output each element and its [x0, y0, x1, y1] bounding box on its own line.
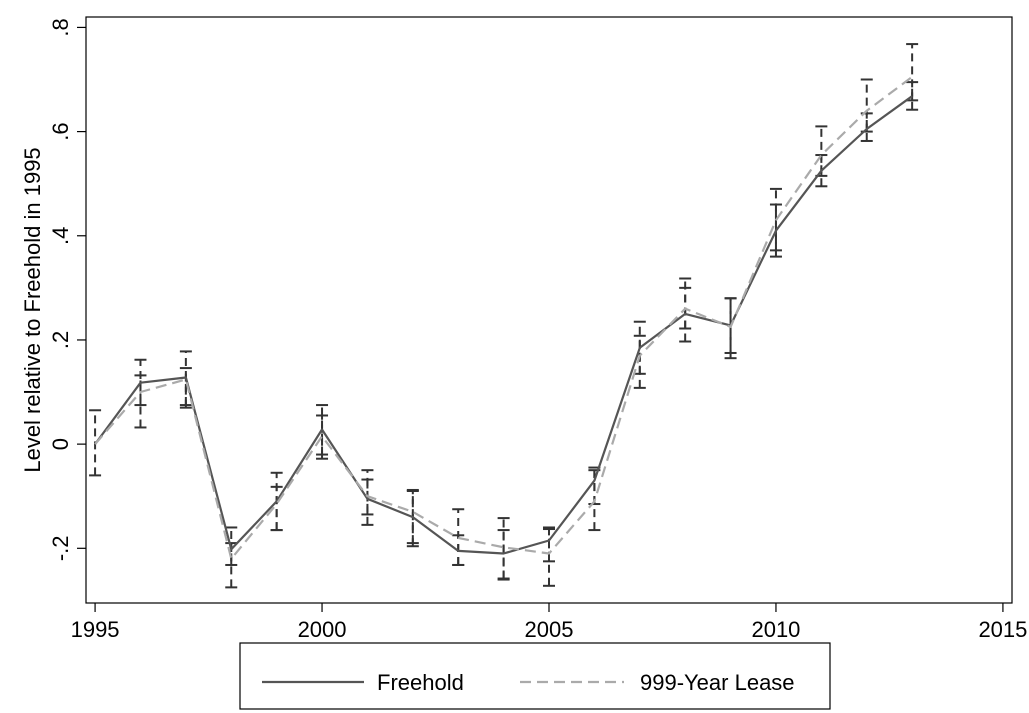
- series-line-freehold: [94, 95, 913, 555]
- x-tick-label: 1995: [71, 617, 120, 642]
- x-tick-label: 2010: [751, 617, 800, 642]
- y-tick-label: .8: [48, 18, 73, 36]
- ci-bar-lease: [860, 78, 873, 133]
- y-tick-label: .2: [48, 331, 73, 349]
- ci-bar-lease: [452, 508, 465, 566]
- ci-bar-lease: [679, 277, 692, 330]
- ci-bar-lease: [225, 542, 238, 589]
- y-tick-label: 0: [48, 438, 73, 450]
- legend-label-freehold: Freehold: [377, 670, 464, 695]
- ci-bar-lease: [633, 334, 646, 389]
- y-tick-label: .4: [48, 227, 73, 245]
- ci-bar-lease: [497, 517, 510, 581]
- x-tick-label: 2015: [978, 617, 1027, 642]
- ci-bar-lease: [270, 485, 283, 532]
- ci-bar-lease: [179, 367, 192, 409]
- ci-bar-lease: [316, 414, 329, 460]
- y-tick-label: -.2: [48, 535, 73, 561]
- x-tick-label: 2005: [525, 617, 574, 642]
- y-tick-label: .6: [48, 122, 73, 140]
- series-line-lease: [94, 76, 913, 560]
- y-axis-title: Level relative to Freehold in 1995: [20, 147, 45, 472]
- legend-box: [239, 642, 831, 710]
- x-tick-label: 2000: [298, 617, 347, 642]
- ci-bar-lease: [543, 528, 555, 587]
- legend-label-lease: 999-Year Lease: [640, 670, 795, 695]
- plot-frame: [85, 16, 1013, 604]
- ci-bar-lease: [724, 297, 737, 360]
